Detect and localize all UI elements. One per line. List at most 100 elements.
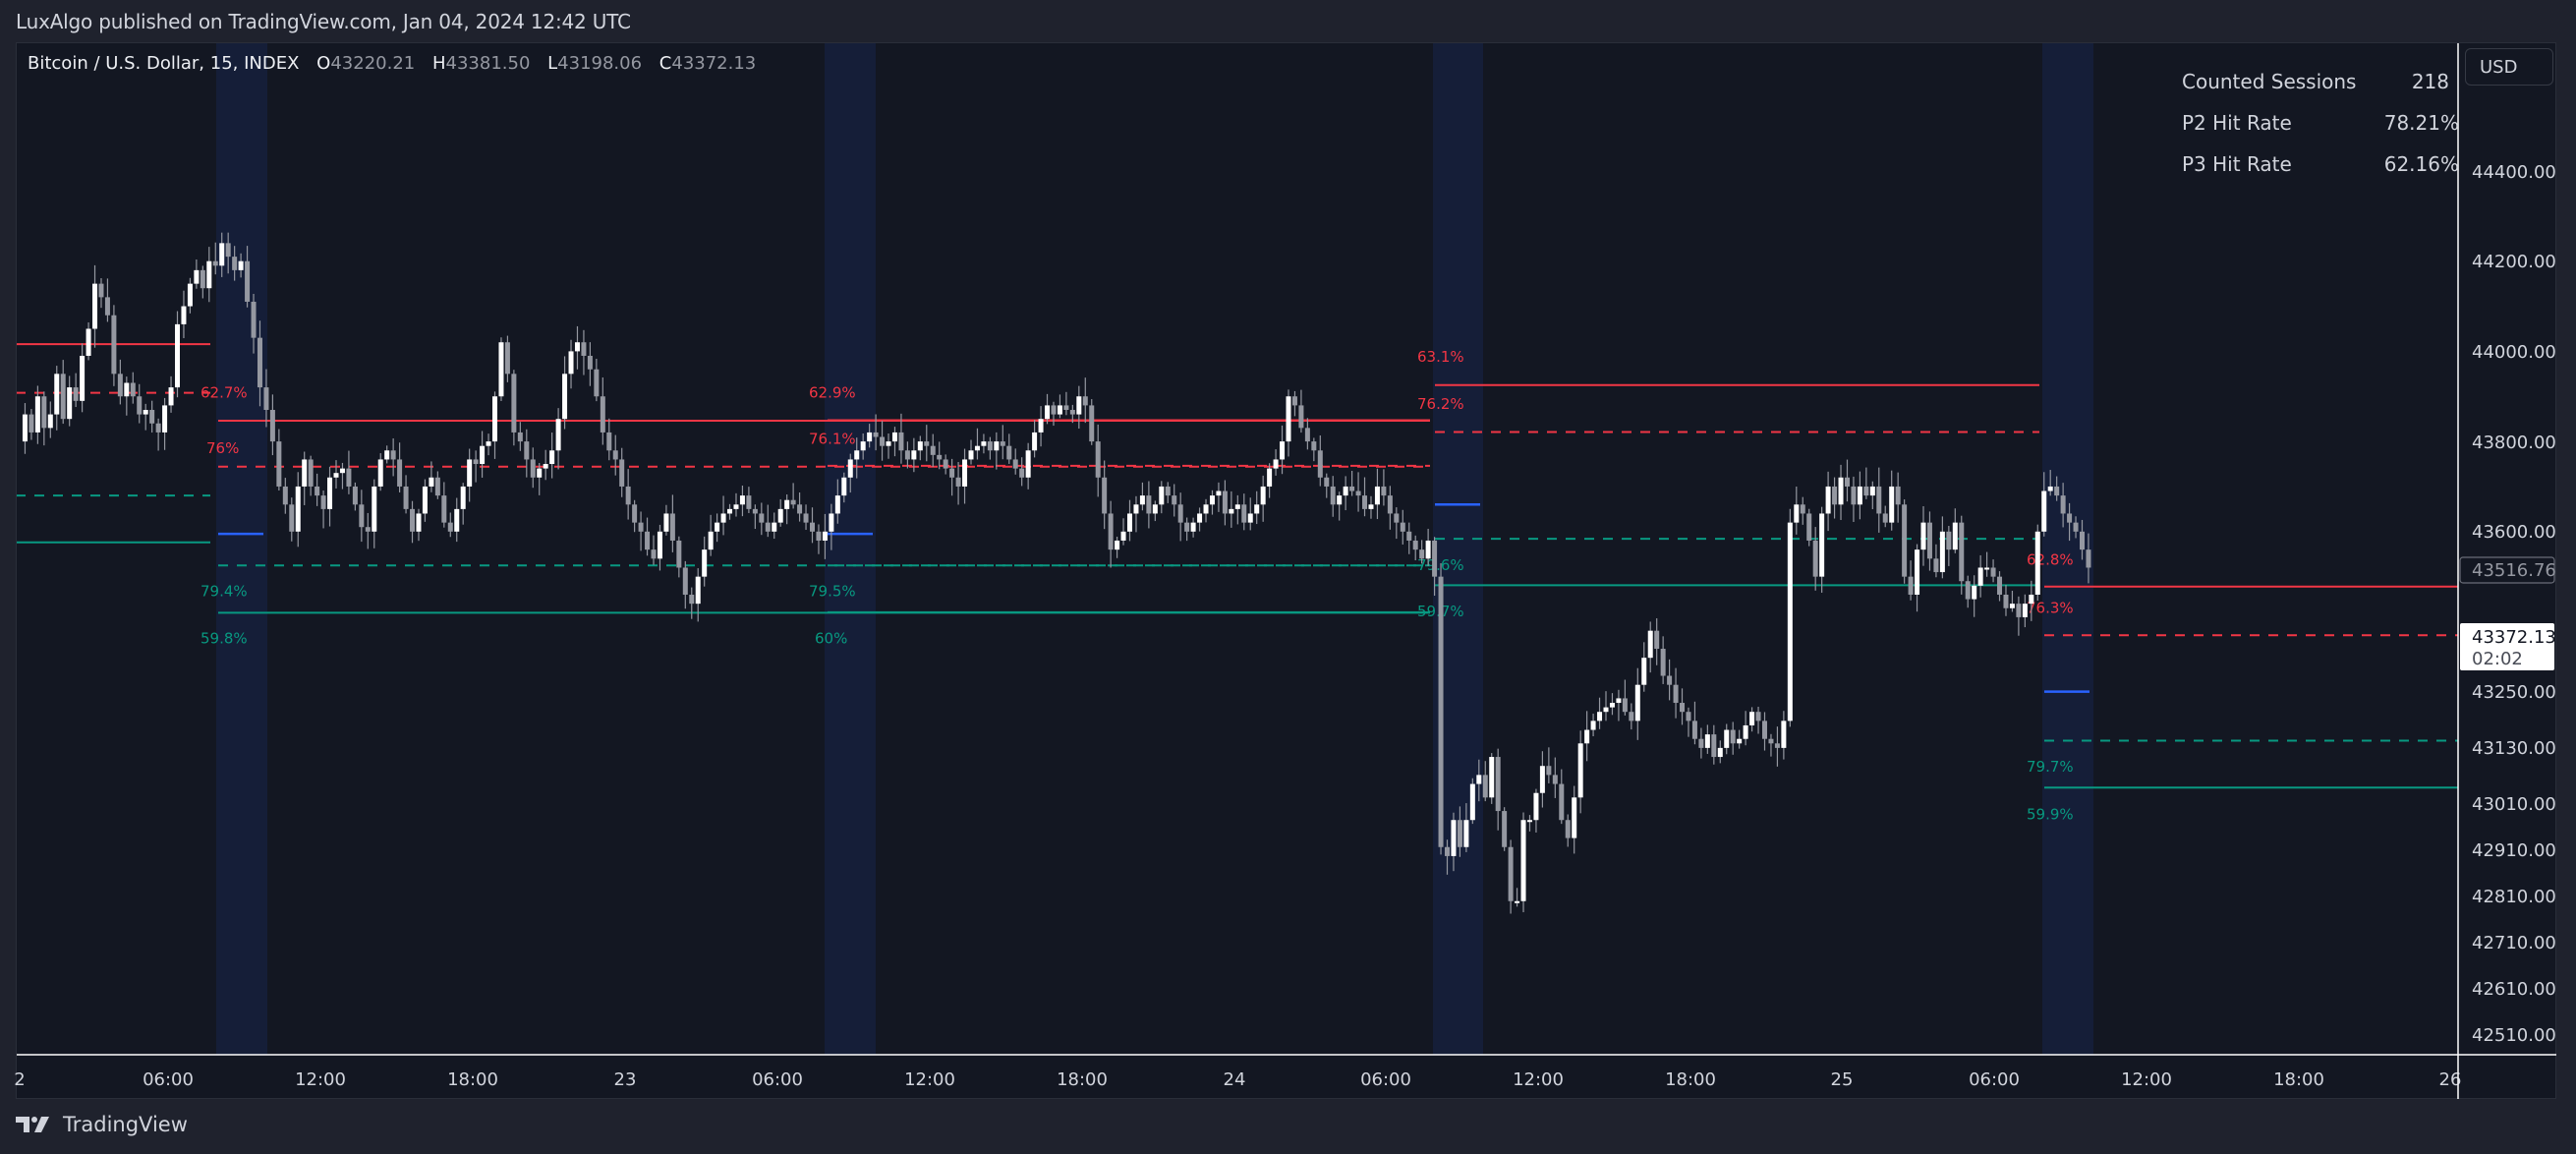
bullish-candle — [1286, 396, 1291, 442]
bearish-candle — [504, 342, 510, 375]
time-axis[interactable]: 2 06:00 12:00 18:00 23 06:00 12:00 18:00 24 06:00… — [14, 1069, 2461, 1090]
price-axis[interactable]: 44400.00 44200.00 44000.00 43800.00 43600.00… — [2472, 162, 2556, 1046]
bearish-candle — [1863, 486, 1869, 496]
bearish-candle — [1508, 846, 1514, 901]
level-percent-label: 79.7% — [2027, 758, 2074, 776]
bullish-candle — [1133, 504, 1139, 514]
bullish-candle — [2009, 604, 2015, 608]
stats-value: 62.16% — [2383, 152, 2459, 176]
bearish-candle — [759, 513, 765, 523]
bullish-candle — [1229, 508, 1234, 514]
bearish-candle — [1908, 576, 1914, 595]
bearish-candle — [1330, 486, 1336, 505]
bullish-candle — [181, 306, 187, 324]
bearish-candle — [1241, 504, 1247, 523]
bearish-candle — [1165, 486, 1171, 496]
bearish-candle — [1012, 459, 1018, 469]
bullish-candle — [2022, 604, 2028, 617]
price-tick-label: 44400.00 — [2472, 162, 2556, 183]
stats-label: P3 Hit Rate — [2182, 152, 2292, 176]
tradingview-brand: TradingView — [63, 1113, 188, 1136]
bullish-candle — [1724, 729, 1730, 748]
bullish-candle — [974, 445, 980, 451]
bullish-candle — [1476, 775, 1482, 784]
bullish-candle — [962, 459, 968, 487]
bearish-candle — [1311, 441, 1317, 451]
bearish-candle — [1673, 684, 1679, 704]
bullish-candle — [1584, 729, 1590, 744]
bearish-candle — [676, 540, 682, 568]
bearish-candle — [904, 450, 910, 460]
bearish-candle — [1965, 581, 1971, 600]
bullish-candle — [657, 531, 662, 559]
bearish-candle — [245, 260, 251, 302]
bullish-candle — [92, 283, 98, 329]
bearish-candle — [1806, 513, 1812, 541]
bullish-candle — [1520, 820, 1526, 901]
bearish-candle — [1832, 486, 1838, 505]
bullish-candle — [86, 328, 91, 356]
bearish-candle — [1546, 766, 1552, 776]
session-stats-table: Counted Sessions 218 P2 Hit Rate 78.21% … — [2182, 61, 2459, 185]
bullish-candle — [981, 441, 987, 446]
time-tick-label: 18:00 — [1057, 1069, 1108, 1090]
bearish-candle — [816, 531, 822, 541]
bullish-candle — [1139, 495, 1145, 505]
price-tick-label: 43010.00 — [2472, 794, 2556, 815]
plot-area[interactable]: 62.7% 76% 79.4% 59.8% 62.9% 76.1% 79.5% 60% 63.1… — [16, 43, 2458, 1055]
tradingview-footer[interactable]: TradingView — [16, 1113, 188, 1136]
price-tick-label: 43250.00 — [2472, 682, 2556, 703]
bearish-candle — [257, 337, 262, 388]
bearish-candle — [1184, 522, 1190, 532]
bearish-candle — [1222, 490, 1228, 514]
currency-button[interactable]: USD — [2465, 48, 2553, 86]
bearish-candle — [1552, 775, 1558, 784]
bullish-candle — [555, 419, 561, 451]
bearish-candle — [137, 396, 143, 415]
bearish-candle — [594, 369, 600, 397]
bearish-candle — [1768, 738, 1774, 744]
bullish-candle — [67, 387, 73, 420]
time-tick-label: 12:00 — [2121, 1069, 2172, 1090]
bullish-candle — [416, 513, 422, 532]
bearish-candle — [1445, 846, 1450, 856]
bullish-candle — [34, 396, 40, 433]
bearish-candle — [1412, 540, 1418, 550]
bullish-candle — [2041, 490, 2047, 532]
bullish-candle — [1609, 703, 1615, 708]
bullish-candle — [1127, 513, 1132, 532]
bearish-candle — [2060, 495, 2066, 514]
bearish-candle — [1691, 721, 1697, 739]
bullish-candle — [886, 441, 891, 446]
session-band — [825, 43, 876, 1055]
chart-panel[interactable] — [16, 42, 2556, 1099]
bearish-candle — [308, 459, 314, 487]
symbol-title[interactable]: Bitcoin / U.S. Dollar, 15, INDEX — [28, 53, 300, 74]
bearish-candle — [810, 522, 815, 532]
bullish-candle — [1045, 405, 1051, 420]
bullish-candle — [1857, 486, 1862, 505]
bearish-candle — [2067, 513, 2073, 523]
price-tick-label: 42510.00 — [2472, 1025, 2556, 1046]
bullish-candle — [777, 508, 783, 523]
bearish-candle — [517, 432, 523, 442]
bearish-candle — [790, 499, 796, 505]
bullish-candle — [422, 486, 428, 514]
bearish-candle — [1006, 445, 1012, 460]
bearish-candle — [111, 315, 117, 375]
bearish-candle — [1482, 775, 1488, 798]
bullish-candle — [1952, 522, 1958, 550]
close-label: C — [658, 53, 672, 74]
level-percent-label: 62.9% — [809, 384, 856, 402]
bearish-candle — [898, 432, 904, 451]
bearish-candle — [1298, 405, 1304, 429]
bearish-candle — [1698, 738, 1704, 748]
time-tick-label: 18:00 — [1665, 1069, 1716, 1090]
time-tick-label: 12:00 — [295, 1069, 346, 1090]
bearish-candle — [1959, 522, 1965, 582]
bearish-candle — [1387, 495, 1393, 514]
bullish-candle — [1526, 820, 1532, 823]
level-percent-label: 76.3% — [2027, 599, 2074, 616]
bearish-candle — [2080, 531, 2085, 550]
